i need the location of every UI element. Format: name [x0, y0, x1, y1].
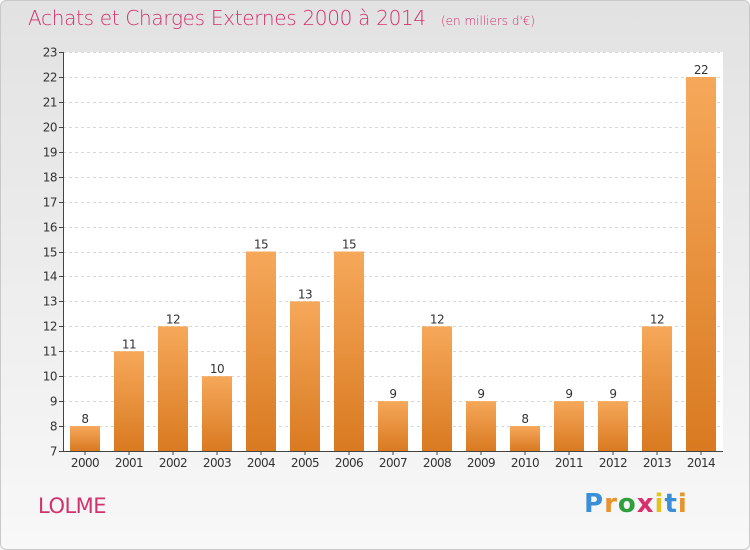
- y-tick-label: 10: [43, 370, 57, 384]
- bar-2003: [202, 376, 232, 451]
- y-tick-label: 8: [50, 420, 57, 434]
- x-tick-label: 2014: [687, 456, 715, 470]
- chart-title: Achats et Charges Externes 2000 à 2014 (…: [28, 6, 535, 30]
- x-tick-label: 2013: [643, 456, 671, 470]
- data-label: 12: [650, 312, 664, 326]
- y-tick-label: 9: [50, 395, 57, 409]
- logo-letter: x: [636, 489, 655, 519]
- data-label: 15: [342, 238, 356, 252]
- x-tick-label: 2006: [335, 456, 363, 470]
- bar-2001: [114, 351, 144, 451]
- x-tick-label: 2007: [379, 456, 407, 470]
- proxiti-logo: Proxiti: [584, 489, 688, 519]
- x-tick-label: 2010: [511, 456, 539, 470]
- bar-2006: [334, 251, 364, 451]
- logo-letter: o: [617, 489, 637, 519]
- logo-letter: t: [664, 489, 678, 519]
- x-tick-label: 2000: [71, 456, 99, 470]
- x-tick-label: 2005: [291, 456, 319, 470]
- y-tick-label: 12: [43, 320, 57, 334]
- bar-2009: [466, 401, 496, 451]
- y-tick-label: 14: [43, 270, 57, 284]
- data-label: 9: [477, 387, 484, 401]
- data-label: 11: [122, 337, 136, 351]
- x-tick-label: 2011: [555, 456, 583, 470]
- bar-2008: [422, 326, 452, 451]
- chart-unit: (en milliers d'€): [440, 14, 536, 28]
- bar-2012: [598, 401, 628, 451]
- data-label: 22: [694, 63, 708, 77]
- bar-2007: [378, 401, 408, 451]
- x-tick-label: 2008: [423, 456, 451, 470]
- data-label: 8: [521, 412, 528, 426]
- logo-letter: r: [604, 489, 618, 519]
- y-tick-label: 23: [43, 46, 57, 60]
- chart-title-text: Achats et Charges Externes 2000 à 2014: [28, 6, 426, 30]
- data-label: 9: [565, 387, 572, 401]
- x-tick-label: 2002: [159, 456, 187, 470]
- bar-2014: [686, 76, 716, 451]
- x-tick-label: 2001: [115, 456, 143, 470]
- x-tick-label: 2003: [203, 456, 231, 470]
- data-label: 9: [609, 387, 616, 401]
- commune-name: LOLME: [38, 494, 107, 518]
- bar-2010: [510, 426, 540, 451]
- y-tick-label: 21: [43, 96, 57, 110]
- y-tick-label: 11: [43, 345, 57, 359]
- data-label: 9: [389, 387, 396, 401]
- y-tick-label: 22: [43, 71, 57, 85]
- y-tick-label: 16: [43, 221, 57, 235]
- bar-2005: [290, 301, 320, 451]
- bar-2011: [554, 401, 584, 451]
- logo-letter: i: [654, 489, 665, 519]
- data-label: 8: [81, 412, 88, 426]
- bar-2004: [246, 251, 276, 451]
- data-label: 13: [298, 287, 312, 301]
- y-tick-label: 20: [43, 121, 57, 135]
- y-tick-label: 7: [50, 445, 57, 459]
- bar-2013: [642, 326, 672, 451]
- data-label: 12: [430, 312, 444, 326]
- y-tick-label: 15: [43, 246, 57, 260]
- y-tick-label: 13: [43, 295, 57, 309]
- data-label: 15: [254, 238, 268, 252]
- logo-letter: i: [677, 489, 688, 519]
- bar-2002: [158, 326, 188, 451]
- x-tick-label: 2012: [599, 456, 627, 470]
- y-tick-label: 18: [43, 171, 57, 185]
- x-tick-label: 2004: [247, 456, 275, 470]
- data-label: 12: [166, 312, 180, 326]
- data-label: 10: [210, 362, 224, 376]
- logo-letter: P: [584, 489, 605, 519]
- x-tick-label: 2009: [467, 456, 495, 470]
- y-tick-label: 17: [43, 196, 57, 210]
- y-tick-label: 19: [43, 146, 57, 160]
- bar-2000: [70, 426, 100, 451]
